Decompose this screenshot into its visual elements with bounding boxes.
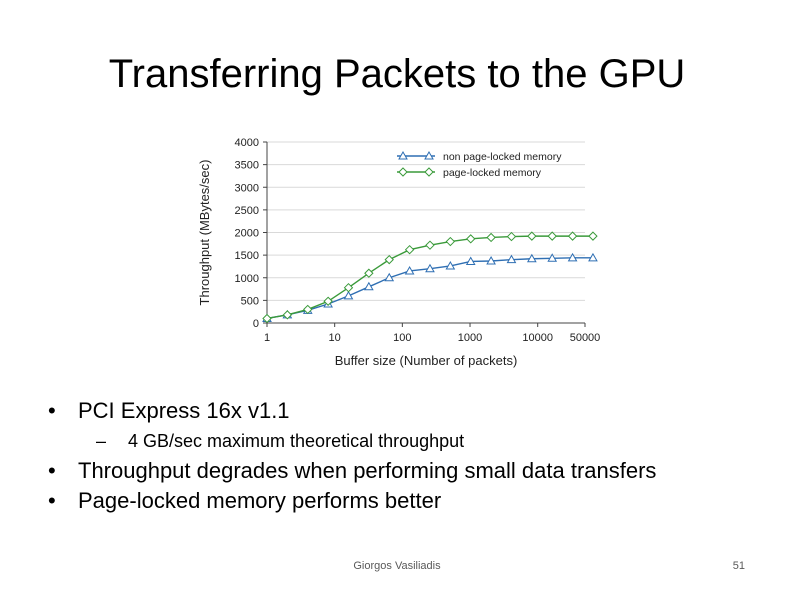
bullet-item: • Throughput degrades when performing sm…	[48, 456, 788, 486]
data-point-diamond	[384, 254, 394, 265]
sub-bullet-item: – 4 GB/sec maximum theoretical throughpu…	[48, 429, 788, 453]
data-point-triangle	[445, 260, 456, 270]
legend-marker-diamond	[424, 167, 434, 177]
data-point-triangle	[588, 252, 598, 262]
bullet-item: • PCI Express 16x v1.1	[48, 396, 788, 426]
data-point-diamond	[445, 236, 456, 247]
legend-marker-triangle	[424, 150, 434, 160]
bullet-text: PCI Express 16x v1.1	[78, 398, 290, 423]
legend-label: page-locked memory	[443, 167, 542, 179]
data-point-diamond	[547, 231, 557, 241]
x-tick-label: 1	[264, 332, 270, 344]
data-point-diamond	[343, 282, 354, 293]
y-tick-label: 1500	[235, 250, 259, 262]
bullet-text: Page-locked memory performs better	[78, 488, 442, 513]
page-number: 51	[732, 560, 745, 572]
data-point-triangle	[404, 265, 415, 275]
bullet-dot: •	[48, 458, 56, 483]
data-point-diamond	[588, 231, 598, 241]
data-point-triangle	[465, 256, 476, 265]
bullet-dot: •	[48, 488, 56, 513]
y-tick-label: 0	[253, 318, 259, 330]
data-point-diamond	[486, 232, 496, 243]
y-tick-label: 500	[241, 295, 259, 307]
data-point-triangle	[363, 281, 374, 291]
bullet-list: • PCI Express 16x v1.1 – 4 GB/sec maximu…	[48, 396, 788, 516]
legend-marker-diamond	[398, 167, 408, 177]
sub-bullet-dash: –	[96, 431, 107, 451]
legend-label: non page-locked memory	[443, 151, 562, 163]
data-point-diamond	[262, 313, 272, 324]
x-tick-label: 10000	[522, 332, 553, 344]
y-tick-label: 2500	[235, 205, 259, 217]
data-point-triangle	[547, 253, 558, 262]
bullet-item: • Page-locked memory performs better	[48, 486, 788, 516]
data-point-diamond	[404, 244, 415, 255]
data-point-diamond	[364, 268, 374, 278]
data-point-triangle	[384, 272, 395, 282]
legend-marker-triangle	[398, 150, 408, 160]
data-point-triangle	[343, 290, 354, 300]
data-point-triangle	[486, 255, 496, 265]
data-point-diamond	[466, 234, 476, 244]
y-tick-label: 1000	[235, 273, 259, 285]
data-point-triangle	[567, 252, 578, 262]
data-point-diamond	[303, 304, 313, 315]
data-point-diamond	[323, 296, 333, 306]
y-tick-label: 3000	[235, 182, 259, 194]
x-axis-label: Buffer size (Number of packets)	[335, 353, 518, 368]
slide-title: Transferring Packets to the GPU	[108, 52, 686, 96]
data-point-diamond	[425, 240, 435, 250]
data-point-triangle	[506, 254, 517, 264]
x-tick-label: 100	[393, 332, 411, 344]
y-axis-label: Throughput (MBytes/sec)	[197, 160, 212, 306]
data-point-diamond	[506, 231, 517, 242]
x-tick-label: 10	[329, 332, 341, 344]
y-tick-label: 3500	[235, 160, 259, 172]
y-tick-label: 2000	[235, 228, 259, 240]
data-point-diamond	[567, 231, 578, 241]
x-tick-label: 50000	[570, 332, 601, 344]
data-point-diamond	[527, 231, 537, 241]
sub-bullet-text: 4 GB/sec maximum theoretical throughput	[128, 431, 465, 451]
x-tick-label: 1000	[458, 332, 482, 344]
data-point-triangle	[425, 263, 435, 273]
data-point-diamond	[282, 310, 293, 320]
data-point-triangle	[526, 253, 537, 263]
bullet-text: Throughput degrades when performing smal…	[78, 458, 657, 483]
throughput-chart: 0 500 1000 1500 2000 2500 3000 3500 4000 1 10 100 10…	[197, 137, 601, 368]
footer-author: Giorgos Vasiliadis	[353, 560, 441, 572]
bullet-dot: •	[48, 398, 56, 423]
y-tick-label: 4000	[235, 137, 259, 149]
